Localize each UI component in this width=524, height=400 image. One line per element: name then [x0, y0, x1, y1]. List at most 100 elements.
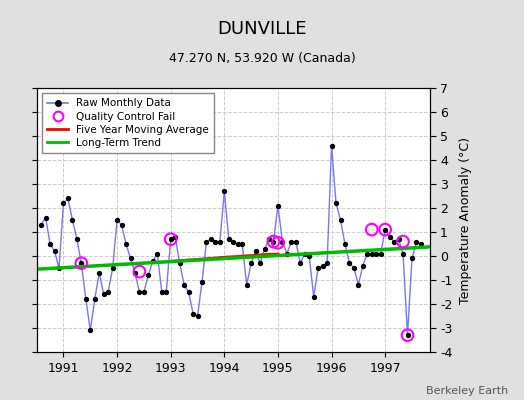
Point: [350, 265, 358, 271]
Point: [68, 217, 77, 223]
Point: [55, 265, 63, 271]
Point: [412, 238, 421, 245]
Point: [198, 279, 206, 286]
Legend: Raw Monthly Data, Quality Control Fail, Five Year Moving Average, Long-Term Tren: Raw Monthly Data, Quality Control Fail, …: [42, 93, 214, 153]
Point: [363, 250, 372, 257]
Point: [193, 313, 202, 319]
Point: [274, 202, 282, 209]
Point: [354, 282, 363, 288]
Point: [135, 289, 144, 295]
Point: [345, 260, 354, 266]
Point: [358, 262, 367, 269]
Point: [269, 238, 278, 245]
Point: [305, 253, 313, 259]
Point: [220, 188, 228, 194]
Point: [73, 236, 81, 242]
Point: [171, 234, 179, 240]
Point: [50, 248, 59, 254]
Point: [37, 222, 45, 228]
Point: [252, 248, 260, 254]
Point: [399, 238, 407, 245]
Point: [278, 238, 287, 245]
Point: [234, 241, 242, 247]
Point: [59, 200, 68, 206]
Point: [225, 236, 233, 242]
Point: [341, 241, 349, 247]
Point: [162, 289, 170, 295]
Y-axis label: Temperature Anomaly (°C): Temperature Anomaly (°C): [460, 136, 473, 304]
Point: [180, 282, 188, 288]
Point: [403, 332, 412, 338]
Point: [314, 265, 322, 271]
Point: [77, 260, 85, 266]
Point: [46, 241, 54, 247]
Point: [77, 260, 85, 266]
Point: [381, 226, 389, 233]
Point: [135, 268, 144, 275]
Point: [372, 250, 380, 257]
Point: [336, 217, 345, 223]
Point: [403, 332, 412, 338]
Point: [408, 255, 416, 262]
Point: [287, 238, 296, 245]
Point: [367, 226, 376, 233]
Point: [184, 289, 193, 295]
Point: [207, 236, 215, 242]
Point: [140, 289, 148, 295]
Point: [176, 260, 184, 266]
Point: [310, 294, 318, 300]
Point: [386, 234, 394, 240]
Point: [211, 238, 220, 245]
Point: [417, 241, 425, 247]
Point: [131, 270, 139, 276]
Text: Berkeley Earth: Berkeley Earth: [426, 386, 508, 396]
Point: [122, 241, 130, 247]
Point: [247, 260, 255, 266]
Point: [301, 250, 309, 257]
Point: [399, 250, 407, 257]
Text: 47.270 N, 53.920 W (Canada): 47.270 N, 53.920 W (Canada): [169, 52, 355, 65]
Point: [117, 222, 126, 228]
Point: [41, 214, 50, 221]
Point: [377, 250, 385, 257]
Point: [189, 310, 197, 317]
Point: [292, 238, 300, 245]
Point: [283, 250, 291, 257]
Point: [319, 262, 327, 269]
Point: [113, 217, 121, 223]
Point: [91, 296, 99, 302]
Point: [95, 270, 103, 276]
Point: [260, 246, 269, 252]
Point: [367, 250, 376, 257]
Point: [243, 282, 251, 288]
Point: [328, 142, 336, 149]
Point: [216, 238, 224, 245]
Point: [149, 258, 157, 264]
Point: [144, 272, 152, 278]
Point: [238, 241, 246, 247]
Point: [167, 236, 175, 242]
Point: [296, 260, 304, 266]
Point: [265, 236, 273, 242]
Point: [332, 200, 340, 206]
Text: DUNVILLE: DUNVILLE: [217, 20, 307, 38]
Point: [126, 255, 135, 262]
Point: [390, 238, 398, 245]
Point: [153, 250, 161, 257]
Point: [86, 327, 94, 334]
Point: [104, 289, 112, 295]
Point: [323, 260, 331, 266]
Point: [256, 260, 264, 266]
Point: [158, 289, 166, 295]
Point: [82, 296, 90, 302]
Point: [64, 195, 72, 202]
Point: [269, 238, 278, 245]
Point: [381, 226, 389, 233]
Point: [395, 236, 403, 242]
Point: [167, 236, 175, 242]
Point: [202, 238, 211, 245]
Point: [229, 238, 237, 245]
Point: [274, 240, 282, 246]
Point: [108, 265, 117, 271]
Point: [100, 291, 108, 298]
